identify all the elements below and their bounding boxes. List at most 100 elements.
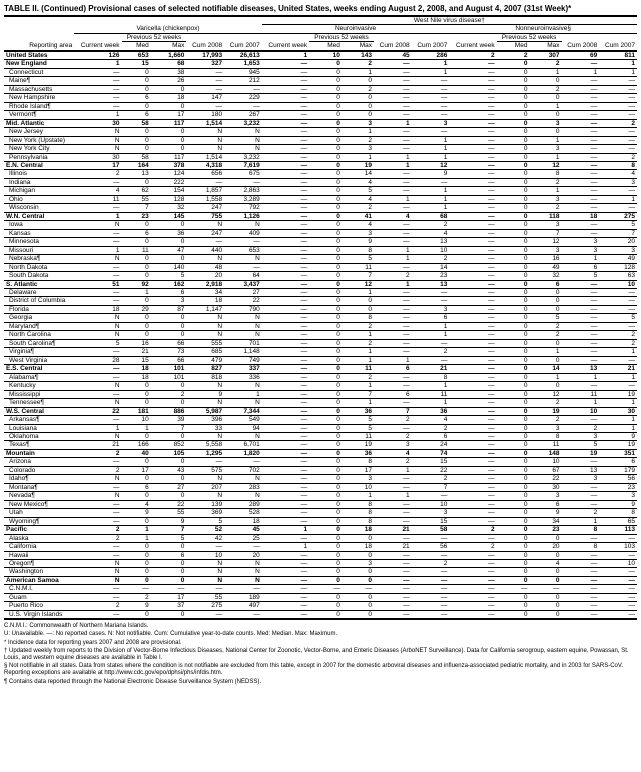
table-row: Mountain2401051,2951,820—036474—01481935… [4,449,637,457]
cell: 0 [122,475,151,483]
cell: — [262,348,309,356]
cell: 5 [599,314,637,322]
cell: 0 [497,449,530,457]
col-hdr: Max [151,42,187,51]
cell: — [562,280,600,288]
cell: 1 [529,102,561,110]
cell: 13 [412,238,450,246]
cell: 0 [309,475,342,483]
cell: 17 [342,466,374,474]
table-row: Montana¶—627207283—010—7—030—23 [4,483,637,491]
cell: 0 [497,297,530,305]
cell: 0 [497,339,530,347]
table-row: S. Atlantic51921622,9183,437—012113—06—1… [4,280,637,288]
cell: 1 [122,526,151,534]
cell: 0 [122,178,151,186]
cell: 1 [374,255,412,263]
cell: 0 [309,77,342,85]
cell: 3,437 [224,280,262,288]
col-hdr: Cum 2008 [374,42,412,51]
row-label: Washington [4,568,74,576]
cell: — [449,399,496,407]
cell: 0 [122,492,151,500]
cell: 0 [151,458,187,466]
cell: — [74,229,121,237]
cell: — [562,534,600,542]
cell: — [224,178,262,186]
cell: — [449,170,496,178]
cell: 37 [151,602,187,610]
cell: 126 [74,51,121,60]
cell: N [186,322,224,330]
cell: 13 [412,280,450,288]
table-row: Wisconsin—732247792—02—1—02—— [4,204,637,212]
cell: 0 [309,331,342,339]
cell: 23 [412,272,450,280]
cell: 0 [309,94,342,102]
cell: N [74,399,121,407]
cell: 12 [529,238,561,246]
cell: 0 [122,543,151,551]
cell: 8 [599,509,637,517]
cell: 1,147 [186,305,224,313]
cell: 0 [122,128,151,136]
cell: N [224,128,262,136]
cell: — [562,560,600,568]
cell: 440 [186,246,224,254]
cell: 4 [342,195,374,203]
cell: 0 [497,60,530,68]
cell: 20 [529,543,561,551]
cell: 0 [529,289,561,297]
cell: N [186,221,224,229]
cell: 0 [342,576,374,584]
cell: 0 [497,289,530,297]
cell: 0 [529,339,561,347]
cell: 1 [342,128,374,136]
cell: — [74,500,121,508]
table-row: Idaho¶N00NN—03—2—022356 [4,475,637,483]
cell: N [186,399,224,407]
cell: 528 [224,509,262,517]
cell: — [562,492,600,500]
cell: 2 [529,178,561,186]
cell: — [449,483,496,491]
row-label: New Mexico¶ [4,500,74,508]
cell: 6 [412,432,450,440]
cell: 0 [122,136,151,144]
cell: — [262,483,309,491]
cell: N [224,560,262,568]
cell: 0 [309,458,342,466]
cell: 7 [342,390,374,398]
cell: 0 [342,111,374,119]
cell: 1 [412,187,450,195]
cell: — [449,441,496,449]
cell: — [449,534,496,542]
cell: 21 [122,348,151,356]
cell: 1 [342,289,374,297]
table-row: Tennessee¶N00NN—01—1—0211 [4,399,637,407]
row-label: South Carolina¶ [4,339,74,347]
cell: 14 [529,365,561,373]
cell: 0 [497,517,530,525]
cell: 0 [122,238,151,246]
cell: 3 [342,119,374,127]
table-row: Pacific21752451018215820238113 [4,526,637,534]
cell: 1 [224,390,262,398]
cell: 21 [412,365,450,373]
cell: N [74,432,121,440]
footnote-line: ¶ Contains data reported through the Nat… [4,679,637,686]
cell: 6 [374,365,412,373]
cell: 34 [186,289,224,297]
cell: 1,653 [224,60,262,68]
table-row: Delaware—163427—01———00—— [4,289,637,297]
cell: 2,863 [224,187,262,195]
cell: N [224,382,262,390]
cell: — [262,373,309,381]
cell: 790 [224,305,262,313]
cell: 6 [151,551,187,559]
cell: — [74,77,121,85]
cell: 22 [412,466,450,474]
cell: — [449,331,496,339]
cell: — [449,229,496,237]
cell: 0 [122,517,151,525]
